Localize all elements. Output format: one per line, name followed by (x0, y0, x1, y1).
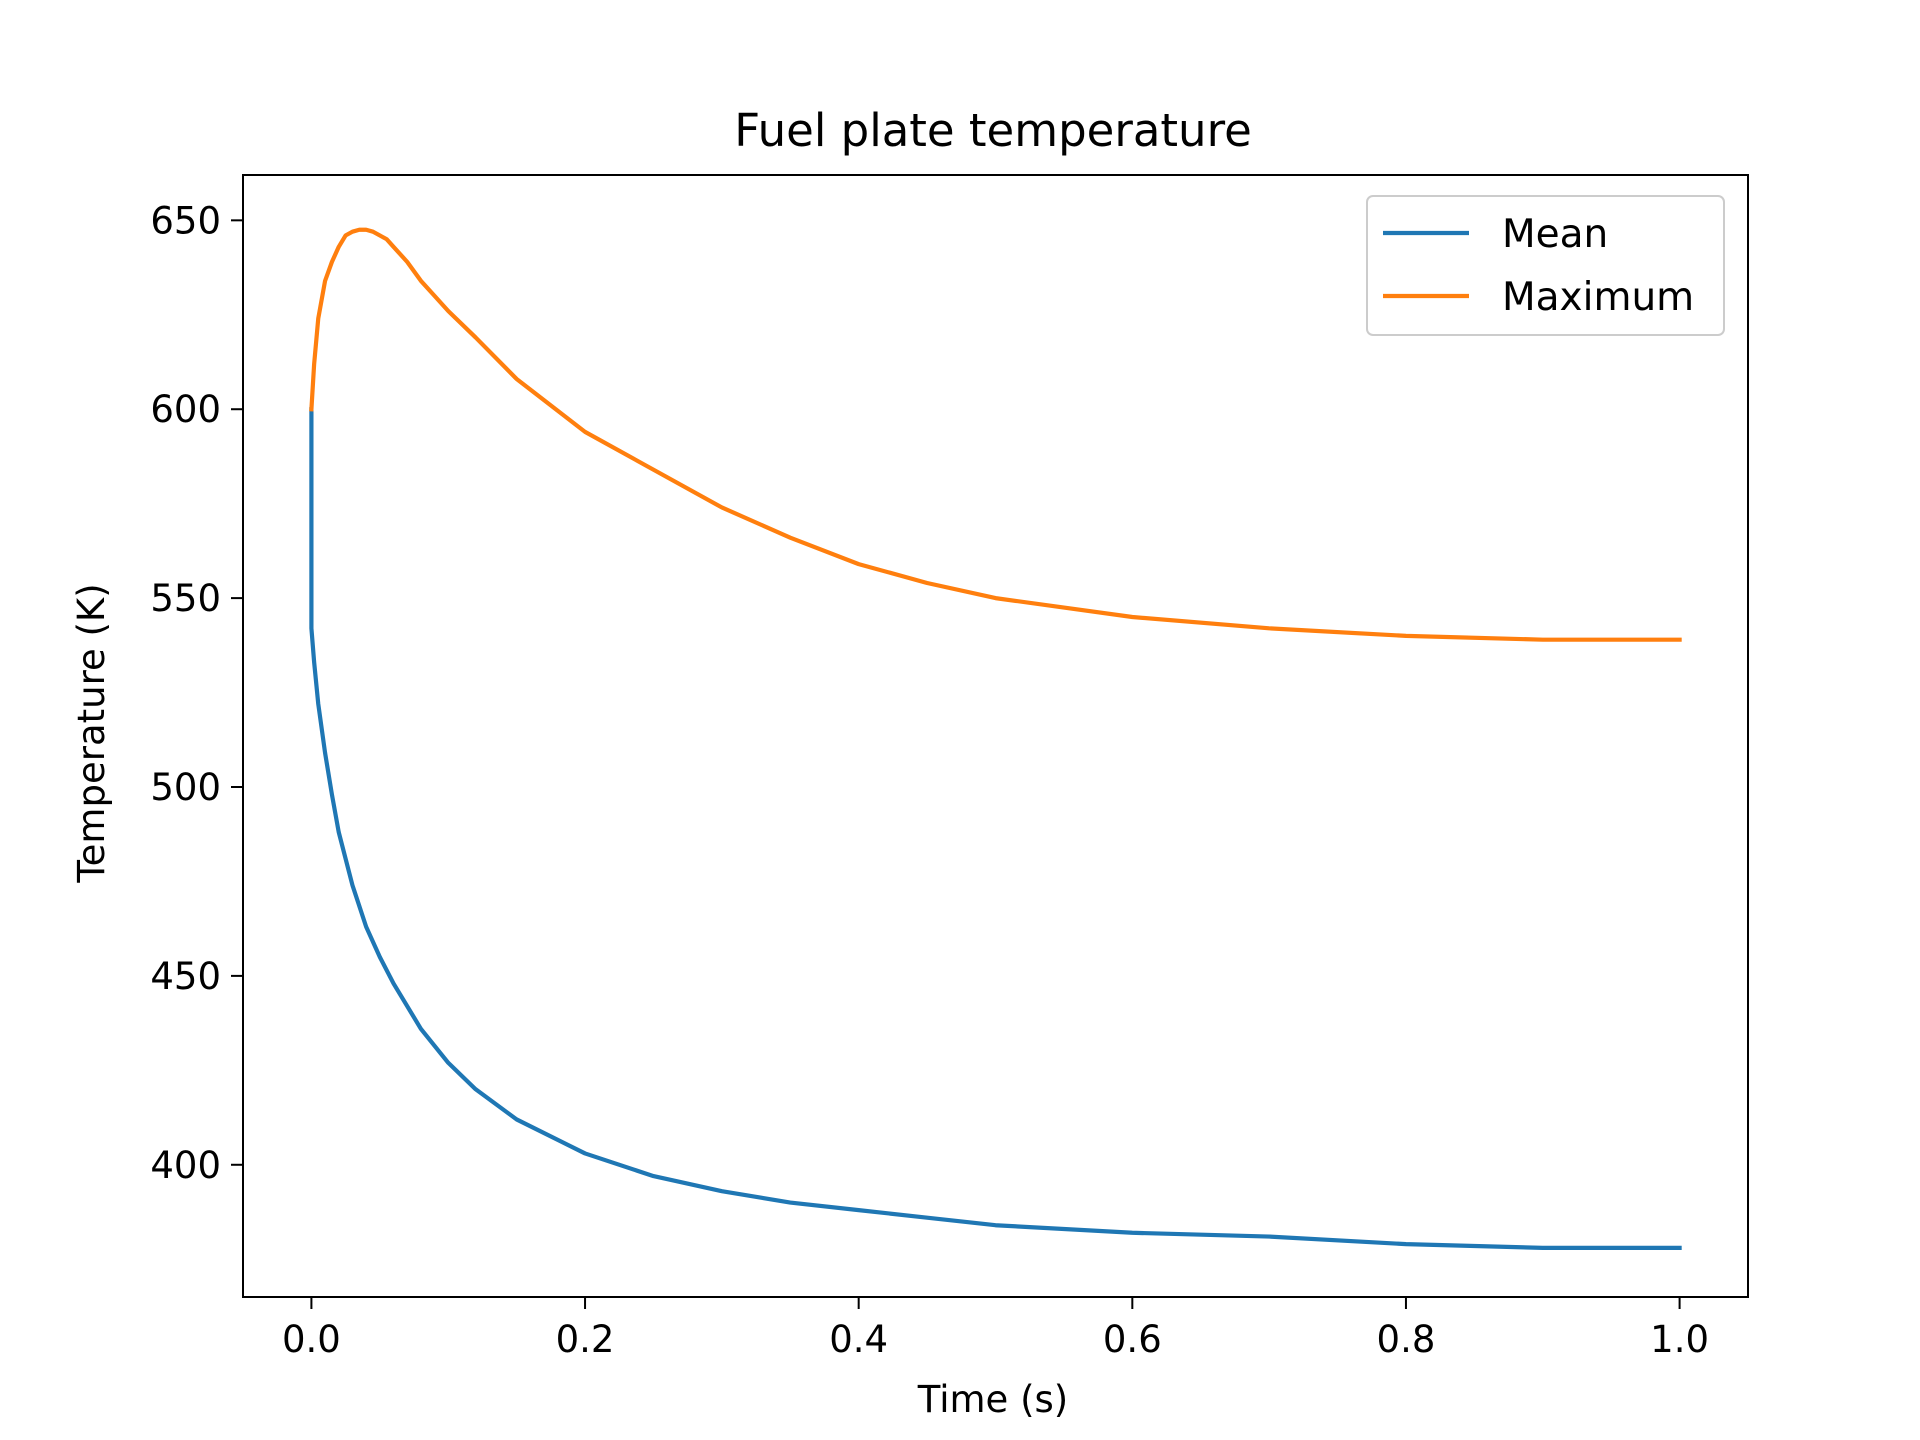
x-tick-label: 0.4 (829, 1318, 888, 1361)
plot-area: 0.0 0.2 0.4 0.6 0.8 1.0 400 450 500 550 600 650 (150, 174, 1749, 1361)
legend-box (1366, 195, 1725, 336)
x-tick-label: 0.0 (282, 1318, 341, 1361)
y-tick-label: 400 (150, 1144, 221, 1187)
x-tick-label: 0.8 (1377, 1318, 1436, 1361)
y-tick-label: 500 (150, 766, 221, 809)
legend: Mean Maximum (1366, 195, 1725, 336)
x-axis-title: Time (s) (917, 1378, 1068, 1421)
x-tick-label: 1.0 (1650, 1318, 1709, 1361)
y-axis-title: Temperature (K) (70, 583, 113, 883)
x-tick-label: 0.2 (556, 1318, 615, 1361)
legend-label-maximum: Maximum (1502, 275, 1694, 320)
y-tick-label: 450 (150, 955, 221, 998)
series-line-mean (309, 407, 1682, 1250)
chart-title: Fuel plate temperature (734, 104, 1252, 157)
y-tick-label: 650 (150, 199, 221, 242)
axes-frame (242, 174, 1749, 1298)
y-tick-label: 600 (150, 388, 221, 431)
x-tick-label: 0.6 (1103, 1318, 1162, 1361)
y-tick-label: 550 (150, 577, 221, 620)
legend-label-mean: Mean (1502, 212, 1608, 257)
series-line-maximum (309, 227, 1682, 642)
